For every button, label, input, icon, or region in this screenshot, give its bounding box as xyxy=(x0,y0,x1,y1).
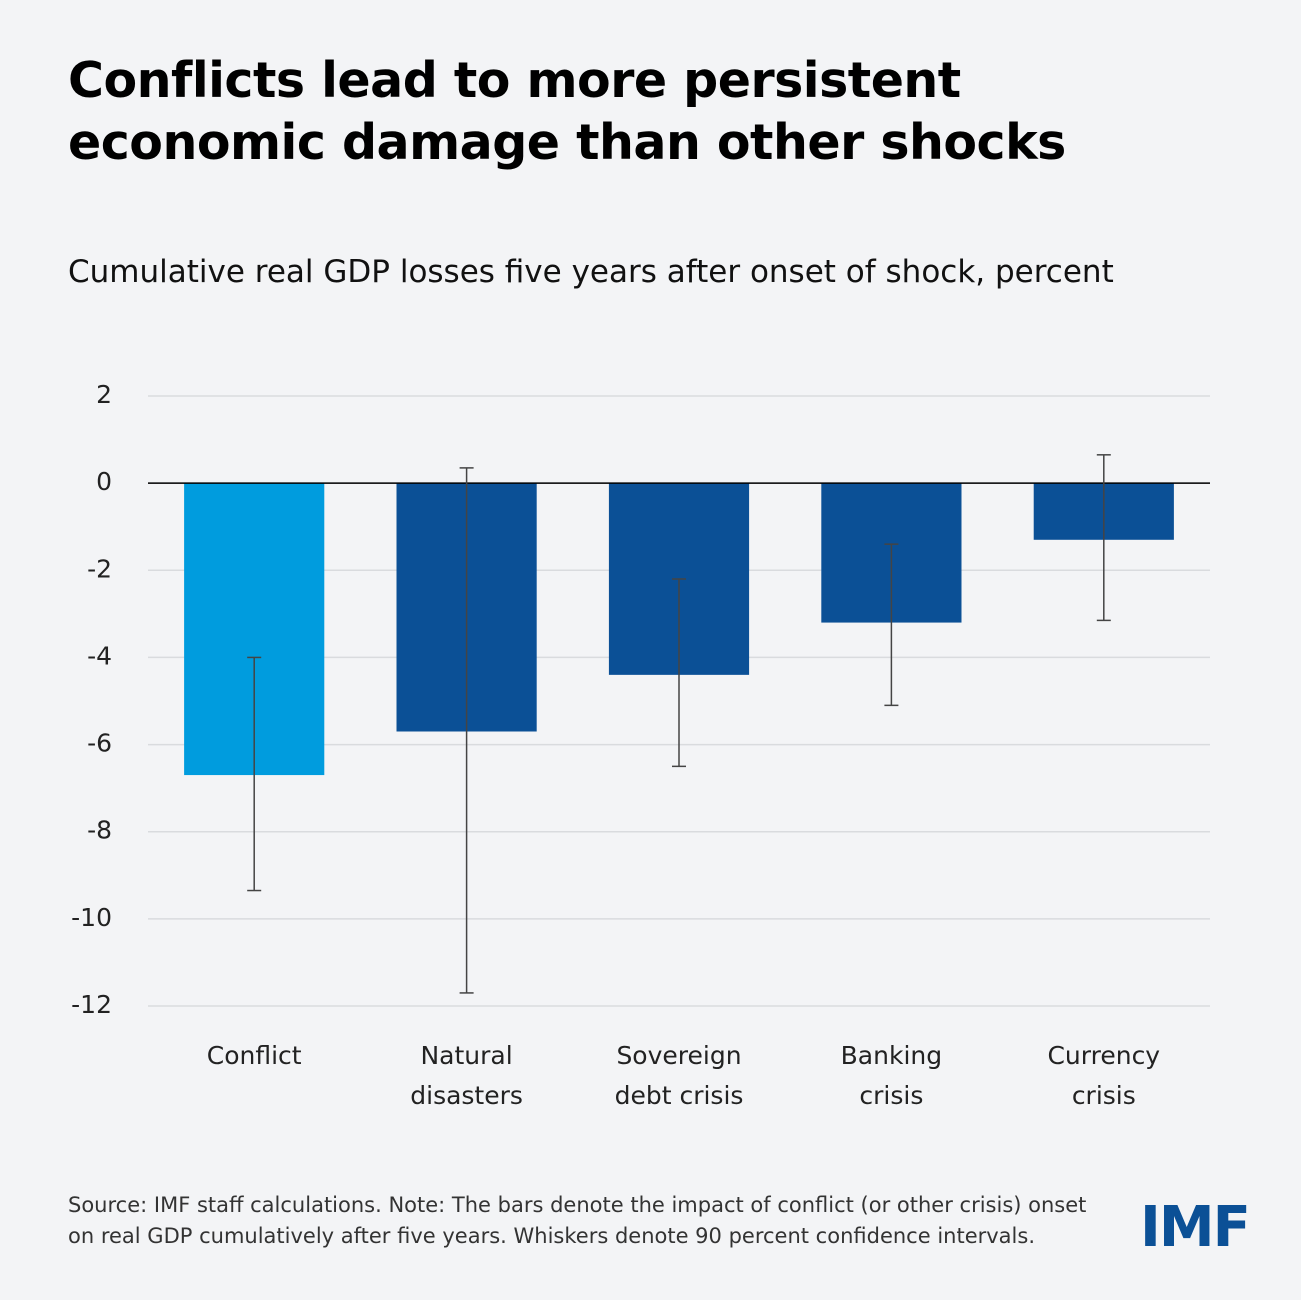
error-bar xyxy=(459,467,474,994)
y-tick-label: -6 xyxy=(87,729,112,758)
y-tick-label: 0 xyxy=(96,467,112,496)
y-tick-label: 2 xyxy=(96,380,112,409)
y-tick-label: -8 xyxy=(87,816,112,845)
x-tick-label: Banking crisis xyxy=(840,1041,943,1110)
y-tick-label: -10 xyxy=(71,903,112,932)
y-tick-label: -12 xyxy=(71,990,112,1019)
x-tick-label: Currency crisis xyxy=(1047,1041,1161,1110)
logo: IMF xyxy=(1140,1195,1251,1260)
source-note: Source: IMF staff calculations. Note: Th… xyxy=(68,1193,1087,1248)
error-bar xyxy=(1096,454,1111,622)
chart-title: Conflicts lead to more persistent econom… xyxy=(68,52,1066,171)
error-bar xyxy=(884,543,899,707)
x-tick-label: Sovereign debt crisis xyxy=(614,1041,744,1110)
x-tick-label: Natural disasters xyxy=(410,1041,523,1110)
chart-subtitle: Cumulative real GDP losses five years af… xyxy=(68,254,1114,290)
y-tick-label: -2 xyxy=(87,554,112,583)
y-tick-label: -4 xyxy=(87,641,112,670)
error-bar xyxy=(672,578,686,768)
x-tick-label: Conflict xyxy=(206,1041,302,1070)
error-bar xyxy=(247,656,262,892)
